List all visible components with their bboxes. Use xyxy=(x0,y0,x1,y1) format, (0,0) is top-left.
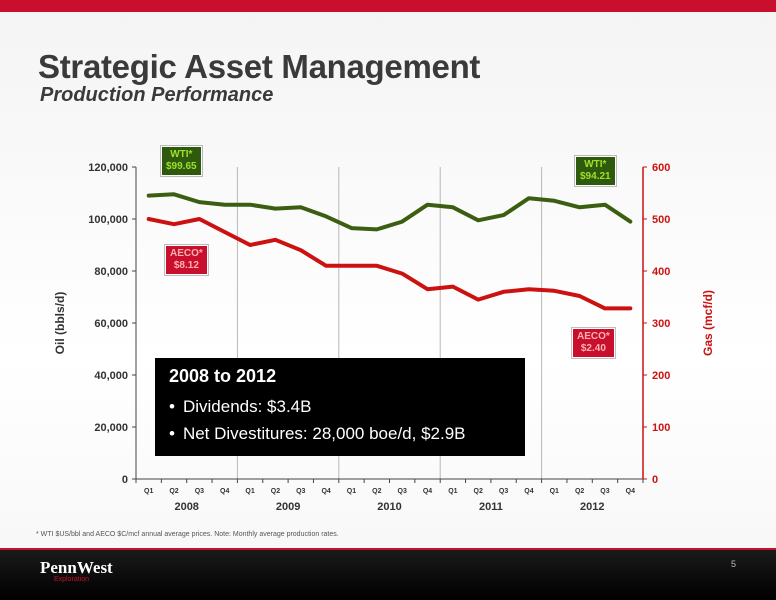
y-left-tick-label: 40,000 xyxy=(94,370,128,382)
y-left-tick-label: 20,000 xyxy=(94,422,128,434)
page-number: 5 xyxy=(731,559,737,569)
y-right-tick-label: 100 xyxy=(652,422,670,434)
x-tick-label: Q3 xyxy=(398,488,407,495)
wti-2008-value: $99.65 xyxy=(166,161,197,172)
wti-2008-label: WTI* xyxy=(170,149,193,160)
footnote: * WTI $US/bbl and AECO $C/mcf annual ave… xyxy=(36,531,339,538)
x-year-label: 2012 xyxy=(580,501,604,513)
x-tick-label: Q1 xyxy=(448,488,457,495)
wti-2012-label: WTI* xyxy=(584,159,607,170)
x-tick-label: Q1 xyxy=(144,488,153,495)
x-tick-label: Q4 xyxy=(220,488,229,495)
y-left-tick-label: 80,000 xyxy=(94,266,128,278)
aeco-2012-value: $2.40 xyxy=(580,343,606,354)
summary-box: 2008 to 2012 Dividends: $3.4B Net Divest… xyxy=(155,358,525,456)
x-tick-label: Q3 xyxy=(296,488,305,495)
gas-series-line xyxy=(146,217,633,311)
y-right-tick-label: 0 xyxy=(652,474,658,486)
x-tick-label: Q4 xyxy=(423,488,432,495)
y-left-tick-label: 100,000 xyxy=(88,214,128,226)
x-tick-label: Q4 xyxy=(626,488,635,495)
y-right-tick-label: 400 xyxy=(652,266,670,278)
y-right-tick-label: 300 xyxy=(652,318,670,330)
wti-2012-value: $94.21 xyxy=(580,171,611,182)
y-left-axis-label: Oil (bbls/d) xyxy=(53,292,67,355)
x-year-label: 2009 xyxy=(276,501,300,513)
aeco-2008-callout: AECO* $8.12 xyxy=(165,245,208,275)
x-year-label: 2011 xyxy=(479,501,503,513)
x-tick-label: Q3 xyxy=(195,488,204,495)
x-tick-label: Q4 xyxy=(524,488,533,495)
company-logo-sub: Exploration xyxy=(54,576,90,583)
y-right-tick-label: 600 xyxy=(652,162,670,174)
x-tick-label: Q1 xyxy=(550,488,559,495)
aeco-2012-callout: AECO* $2.40 xyxy=(572,328,615,358)
footer-bar xyxy=(0,548,776,600)
company-logo: PennWest xyxy=(40,558,113,577)
page-title: Strategic Asset Management xyxy=(38,48,481,85)
x-tick-label: Q2 xyxy=(575,488,584,495)
x-year-label: 2010 xyxy=(377,501,401,513)
aeco-2008-value: $8.12 xyxy=(173,260,199,271)
wti-2008-callout: WTI* $99.65 xyxy=(161,146,202,176)
summary-item-divestitures: Net Divestitures: 28,000 boe/d, $2.9B xyxy=(169,424,511,444)
x-tick-label: Q4 xyxy=(321,488,330,495)
production-chart: 0 20,000 40,000 60,000 80,000 100,000 120,000 0… xyxy=(53,162,715,513)
page-subtitle: Production Performance xyxy=(40,84,274,106)
top-accent-bar xyxy=(0,0,776,12)
x-tick-label: Q3 xyxy=(600,488,609,495)
wti-2012-callout: WTI* $94.21 xyxy=(575,156,616,186)
x-tick-label: Q3 xyxy=(499,488,508,495)
y-left-tick-label: 0 xyxy=(122,474,128,486)
x-tick-label: Q2 xyxy=(372,488,381,495)
oil-series-line xyxy=(146,192,633,232)
summary-item-dividends: Dividends: $3.4B xyxy=(169,397,511,417)
x-tick-label: Q1 xyxy=(245,488,254,495)
aeco-2012-label: AECO* xyxy=(577,331,610,342)
x-year-label: 2008 xyxy=(174,501,198,513)
x-tick-label: Q1 xyxy=(347,488,356,495)
x-tick-label: Q2 xyxy=(169,488,178,495)
aeco-2008-label: AECO* xyxy=(170,248,203,259)
y-right-tick-label: 200 xyxy=(652,370,670,382)
summary-title: 2008 to 2012 xyxy=(169,366,277,386)
y-right-axis-label: Gas (mcf/d) xyxy=(701,290,715,356)
y-left-tick-label: 120,000 xyxy=(88,162,128,174)
x-tick-label: Q2 xyxy=(474,488,483,495)
x-tick-label: Q2 xyxy=(271,488,280,495)
y-left-tick-label: 60,000 xyxy=(94,318,128,330)
y-right-tick-label: 500 xyxy=(652,214,670,226)
